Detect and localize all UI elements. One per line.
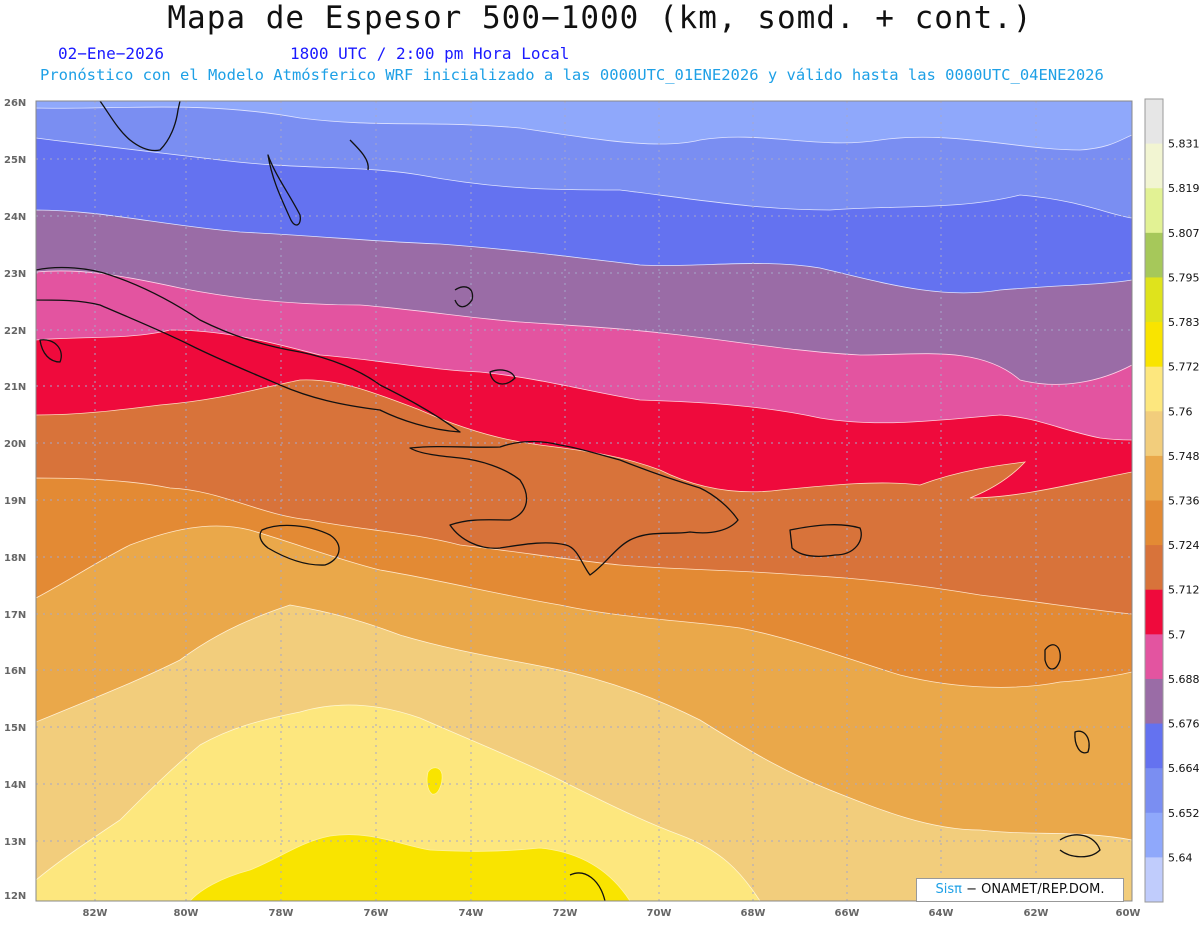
lat-label: 26N <box>4 98 26 109</box>
colorbar-label: 5.688 <box>1168 673 1200 686</box>
colorbar-swatch <box>1145 812 1163 858</box>
colorbar-label: 5.783 <box>1168 316 1200 329</box>
colorbar-swatch <box>1145 723 1163 769</box>
lat-label: 13N <box>4 837 26 848</box>
colorbar-swatch <box>1145 99 1163 145</box>
credit-text: − ONAMET/REP.DOM. <box>961 882 1105 897</box>
colorbar-label: 5.7 <box>1168 628 1186 641</box>
colorbar-swatch <box>1145 500 1163 546</box>
lat-label: 12N <box>4 891 26 902</box>
lat-label: 17N <box>4 610 26 621</box>
colorbar-swatch <box>1145 322 1163 368</box>
forecast-time: 1800 UTC / 2:00 pm Hora Local <box>290 44 570 63</box>
lon-label: 64W <box>929 908 954 919</box>
colorbar-label: 5.795 <box>1168 271 1200 284</box>
lon-label: 82W <box>83 908 108 919</box>
forecast-date: 02−Ene−2026 <box>58 44 164 63</box>
colorbar-swatch <box>1145 188 1163 234</box>
credit-box: Sisπ − ONAMET/REP.DOM. <box>916 878 1124 902</box>
colorbar-label: 5.807 <box>1168 227 1200 240</box>
colorbar-swatch <box>1145 857 1163 903</box>
lat-label: 15N <box>4 723 26 734</box>
lon-label: 78W <box>269 908 294 919</box>
lat-label: 21N <box>4 382 26 393</box>
colorbar-swatch <box>1145 411 1163 457</box>
lat-label: 24N <box>4 212 26 223</box>
colorbar-swatch <box>1145 768 1163 814</box>
longitude-labels: 82W 80W 78W 76W 74W 72W 70W 68W 66W 64W … <box>83 908 1141 919</box>
colorbar: 5.831 5.819 5.807 5.795 5.783 5.772 5.76 5.748 5… <box>1144 98 1200 903</box>
lat-label: 22N <box>4 326 26 337</box>
colorbar-swatch <box>1145 455 1163 501</box>
lon-label: 68W <box>741 908 766 919</box>
colorbar-swatch <box>1145 143 1163 189</box>
colorbar-swatch <box>1145 545 1163 591</box>
colorbar-label: 5.64 <box>1168 851 1193 864</box>
lon-label: 62W <box>1024 908 1049 919</box>
lon-label: 80W <box>174 908 199 919</box>
colorbar-label: 5.831 <box>1168 138 1200 151</box>
lat-label: 19N <box>4 496 26 507</box>
colorbar-swatch <box>1145 678 1163 725</box>
coastlines <box>36 101 1101 901</box>
lon-label: 76W <box>364 908 389 919</box>
lat-label: 16N <box>4 666 26 677</box>
colorbar-label: 5.664 <box>1168 762 1200 775</box>
colorbar-frame <box>1144 98 1164 903</box>
colorbar-label: 5.736 <box>1168 495 1200 508</box>
model-info: Pronóstico con el Modelo Atmósferico WRF… <box>40 66 1104 84</box>
colorbar-label: 5.712 <box>1168 584 1200 597</box>
colorbar-label: 5.724 <box>1168 539 1200 552</box>
colorbar-label: 5.652 <box>1168 807 1200 820</box>
lat-label: 18N <box>4 553 26 564</box>
lat-label: 20N <box>4 439 26 450</box>
credit-brand: Sisπ <box>935 882 962 897</box>
lon-label: 72W <box>553 908 578 919</box>
latitude-labels: 26N 25N 24N 23N 22N 21N 20N 19N 18N 17N … <box>4 98 26 902</box>
colorbar-swatch <box>1145 366 1163 412</box>
lat-label: 23N <box>4 269 26 280</box>
map-grid <box>36 101 1132 901</box>
thickness-bands <box>36 101 1132 901</box>
lat-label: 14N <box>4 780 26 791</box>
lat-label: 25N <box>4 155 26 166</box>
colorbar-swatch <box>1145 634 1163 680</box>
colorbar-label: 5.748 <box>1168 450 1200 463</box>
lon-label: 66W <box>835 908 860 919</box>
lon-label: 60W <box>1116 908 1141 919</box>
colorbar-label: 5.819 <box>1168 182 1200 195</box>
colorbar-label: 5.676 <box>1168 718 1200 731</box>
colorbar-swatch <box>1145 232 1163 278</box>
lon-label: 70W <box>647 908 672 919</box>
map-title: Mapa de Espesor 500−1000 (km, somd. + co… <box>167 0 1033 36</box>
lon-label: 74W <box>459 908 484 919</box>
colorbar-swatch <box>1145 589 1163 635</box>
colorbar-label: 5.772 <box>1168 361 1200 374</box>
colorbar-label: 5.76 <box>1168 405 1193 418</box>
colorbar-swatch <box>1145 277 1163 323</box>
